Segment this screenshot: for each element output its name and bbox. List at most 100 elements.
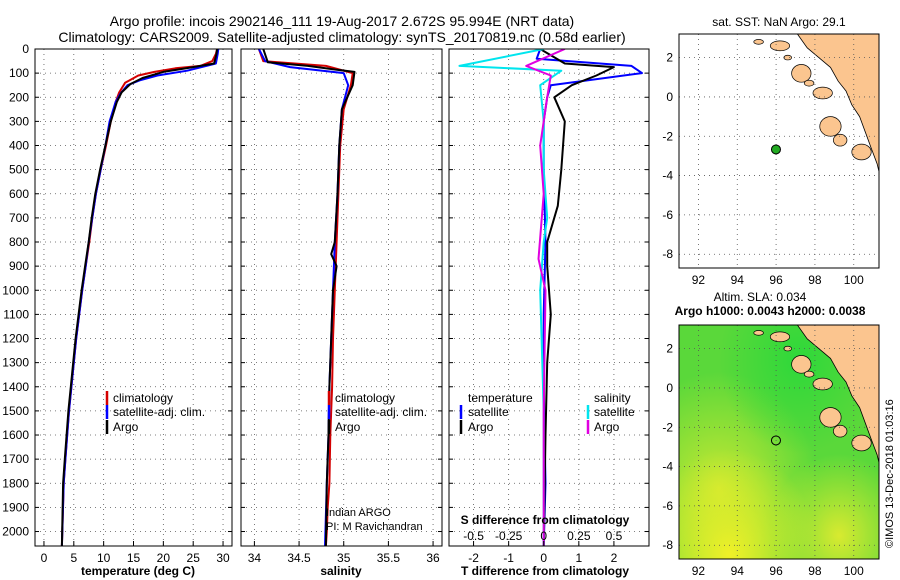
x-tick-label: -2	[468, 551, 479, 565]
x-tick-label: 25	[187, 551, 201, 565]
depth-tick-label: 400	[9, 139, 29, 153]
lat-tick-label: -8	[662, 538, 673, 552]
lat-tick-label: -2	[662, 420, 673, 434]
x-tick-label: 5	[70, 551, 77, 565]
legend-title-temperature: temperature	[468, 391, 533, 405]
legend-label-climatology: climatology	[335, 391, 395, 405]
depth-tick-label: 200	[9, 90, 29, 104]
lon-tick-label: 92	[692, 564, 706, 578]
argo-float-marker	[770, 435, 781, 446]
lat-tick-label: 2	[666, 342, 673, 356]
s-diff-tick-label: -0.5	[463, 529, 484, 543]
x-tick-label: 0	[540, 551, 547, 565]
depth-tick-label: 500	[9, 163, 29, 177]
depth-tick-label: 1100	[3, 307, 29, 321]
depth-tick-label: 1200	[2, 332, 29, 346]
lon-tick-label: 94	[731, 273, 745, 287]
s-diff-tick-label: 0	[540, 529, 547, 543]
x-tick-label: 0	[41, 551, 48, 565]
depth-tick-label: 600	[9, 187, 29, 201]
s-diff-tick-label: -0.25	[495, 529, 523, 543]
legend-label-argo: Argo	[335, 420, 361, 434]
island	[833, 424, 848, 438]
sst-map-land	[753, 34, 879, 174]
sla-map-panel: Altim. SLA: 0.034 Argo h1000: 0.0043 h20…	[662, 290, 880, 578]
series-line-t-satellite	[535, 49, 643, 546]
island	[803, 370, 815, 378]
islands	[753, 39, 872, 161]
figure-title-line1: Argo profile: incois 2902146_111 19-Aug-…	[110, 13, 574, 29]
lat-tick-label: -6	[662, 208, 673, 222]
salinity-legend: climatology satellite-adj. clim. Argo	[327, 391, 427, 434]
depth-tick-label: 300	[9, 114, 29, 128]
island	[819, 407, 842, 428]
legend-label-t-argo: Argo	[468, 420, 494, 434]
depth-tick-label: 1000	[2, 283, 29, 297]
depth-tick-label: 1700	[2, 452, 29, 466]
x-tick-label: 34	[248, 551, 262, 565]
depth-tick-label: 1900	[2, 500, 29, 514]
x-tick-label: 30	[216, 551, 230, 565]
x-tick-label: 35.5	[377, 551, 401, 565]
lat-tick-label: -8	[662, 247, 673, 261]
argo-float-marker	[770, 144, 781, 155]
island	[791, 64, 812, 83]
x-tick-label: 35	[337, 551, 351, 565]
x-tick-label: 1	[575, 551, 582, 565]
lon-tick-label: 94	[731, 564, 745, 578]
island	[851, 143, 872, 161]
lat-tick-label: -2	[662, 129, 673, 143]
sla-heatmap	[679, 325, 879, 559]
lon-tick-label: 100	[844, 273, 864, 287]
lat-tick-label: 0	[666, 90, 673, 104]
difference-lines	[458, 49, 643, 546]
lon-tick-label: 92	[692, 273, 706, 287]
island	[783, 345, 792, 352]
salinity-lines	[257, 49, 356, 546]
lon-tick-label: 96	[769, 273, 783, 287]
temperature-xlabel: temperature (deg C)	[81, 564, 195, 578]
series-line-climatology	[60, 49, 219, 546]
island	[803, 79, 815, 87]
salinity-panel: 34 34.5 35 35.5 36 salinity climatology sate…	[240, 48, 443, 578]
s-diff-tick-label: 0.5	[606, 529, 623, 543]
t-difference-xlabel: T difference from climatology	[461, 564, 629, 578]
series-line-s-satellite	[458, 49, 563, 546]
island	[819, 116, 842, 137]
x-tick-label: 15	[127, 551, 141, 565]
island	[769, 40, 791, 52]
sla-map-subtitle: Argo h1000: 0.0043 h2000: 0.0038	[675, 304, 866, 318]
x-tick-label: 10	[97, 551, 111, 565]
legend-label-s-satellite: satellite	[594, 405, 635, 419]
s-difference-xlabel: S difference from climatology	[461, 513, 630, 527]
islands	[753, 330, 872, 452]
depth-tick-label: 0	[22, 42, 29, 56]
annotation-indian-argo: Indian ARGO	[326, 507, 391, 519]
salinity-xlabel: salinity	[320, 564, 362, 578]
lat-tick-label: 0	[666, 381, 673, 395]
lon-tick-label: 100	[844, 564, 864, 578]
x-tick-label: 36	[426, 551, 440, 565]
island	[791, 355, 812, 374]
x-tick-label: 2	[611, 551, 618, 565]
series-line-argo	[262, 49, 356, 546]
sumatra-coast	[796, 325, 879, 465]
temperature-panel: 0 5 10 15 20 25 300100200300400500600700800900…	[2, 42, 233, 578]
temperature-legend: climatology satellite-adj. clim. Argo	[105, 391, 205, 434]
temperature-ticks: 0 5 10 15 20 25 300100200300400500600700800900…	[2, 42, 232, 565]
lat-tick-label: -4	[662, 169, 673, 183]
sst-map-grid	[679, 34, 879, 268]
lat-tick-label: -4	[662, 460, 673, 474]
depth-tick-label: 900	[9, 259, 29, 273]
x-tick-label: 20	[157, 551, 171, 565]
s-diff-tick-label: 0.25	[567, 529, 591, 543]
x-tick-label: 34.5	[287, 551, 311, 565]
sla-map-frame	[678, 324, 880, 560]
depth-tick-label: 2000	[2, 525, 29, 539]
difference-ticks: -2 -1 0 1 2 -0.5 -0.25 0 0.25 0.5	[449, 48, 649, 565]
salinity-frame	[240, 48, 443, 547]
temperature-lines	[60, 49, 220, 546]
lon-tick-label: 98	[808, 564, 822, 578]
depth-tick-label: 1500	[2, 404, 29, 418]
depth-tick-label: 1300	[2, 356, 29, 370]
